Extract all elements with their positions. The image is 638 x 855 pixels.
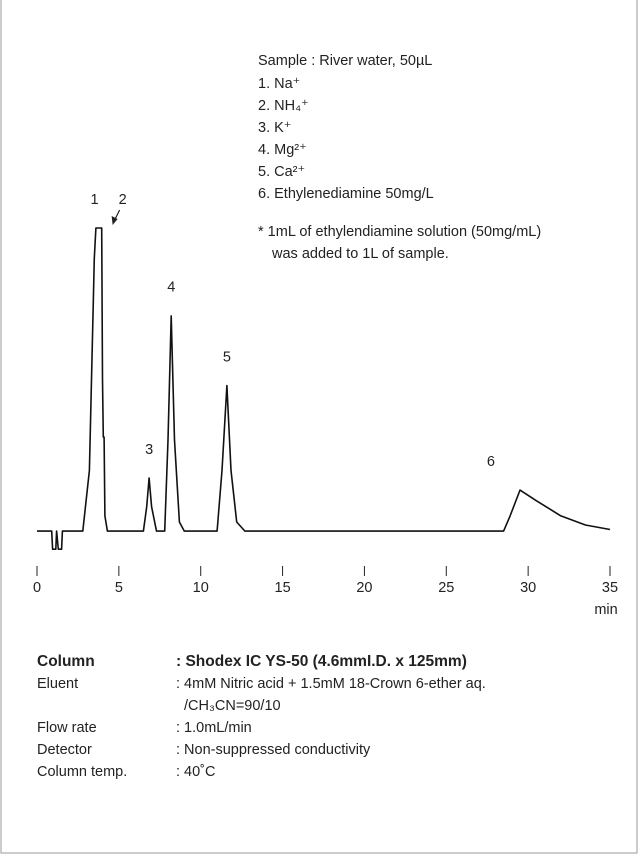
sample-note: * 1mL of ethylendiamine solution (50mg/m… <box>258 224 541 240</box>
peak-arrowhead <box>111 216 118 225</box>
condition-label: Column <box>37 653 95 670</box>
condition-label: Column temp. <box>37 764 127 780</box>
condition-label: Eluent <box>37 676 78 692</box>
peak-label: 3 <box>145 442 153 458</box>
condition-value: : 40˚C <box>176 764 216 780</box>
x-tick-label: 35 <box>602 580 618 596</box>
x-axis-unit: min <box>594 602 617 618</box>
sample-item: 1. Na⁺ <box>258 76 300 92</box>
x-tick-label: 30 <box>520 580 536 596</box>
x-tick-label: 10 <box>193 580 209 596</box>
x-tick-label: 15 <box>275 580 291 596</box>
condition-value: : 1.0mL/min <box>176 720 252 736</box>
peak-label: 2 <box>119 192 127 208</box>
sample-item: 5. Ca²⁺ <box>258 164 305 180</box>
x-tick-label: 25 <box>438 580 454 596</box>
condition-value: /CH₃CN=90/10 <box>184 698 281 714</box>
peak-label: 1 <box>91 192 99 208</box>
sample-item: 2. NH₄⁺ <box>258 98 309 114</box>
condition-label: Flow rate <box>37 720 97 736</box>
sample-item: 3. K⁺ <box>258 120 291 136</box>
condition-value: : 4mM Nitric acid + 1.5mM 18-Crown 6-eth… <box>176 676 486 692</box>
sample-item: 6. Ethylenediamine 50mg/L <box>258 186 434 202</box>
peak-label: 6 <box>487 454 495 470</box>
sample-title: Sample : River water, 50µL <box>258 53 432 69</box>
peak-label: 5 <box>223 349 231 365</box>
condition-value: : Shodex IC YS-50 (4.6mmI.D. x 125mm) <box>176 653 467 670</box>
condition-value: : Non-suppressed conductivity <box>176 742 371 758</box>
sample-item: 4. Mg²⁺ <box>258 142 307 158</box>
peak-label: 4 <box>167 280 175 296</box>
x-tick-label: 5 <box>115 580 123 596</box>
x-tick-label: 0 <box>33 580 41 596</box>
sample-note: was added to 1L of sample. <box>271 246 449 262</box>
chromatogram-trace <box>37 227 611 550</box>
x-tick-label: 20 <box>356 580 372 596</box>
condition-label: Detector <box>37 742 92 758</box>
